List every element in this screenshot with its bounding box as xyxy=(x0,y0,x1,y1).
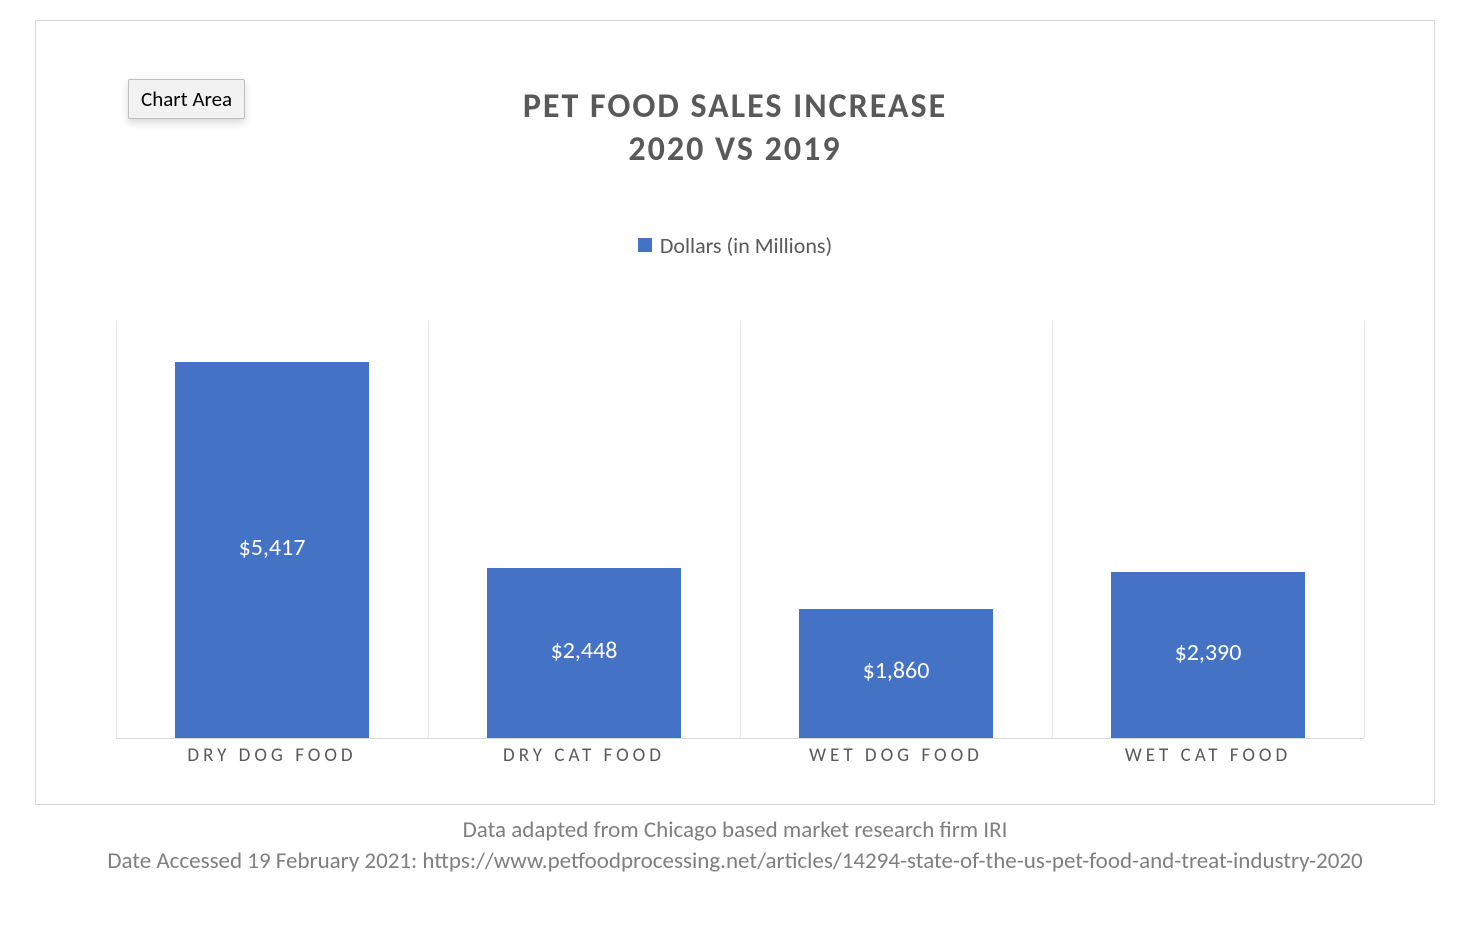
legend-swatch xyxy=(638,238,652,252)
bar-value-label: $5,417 xyxy=(175,533,368,562)
bar-slot: $1,860 xyxy=(740,321,1052,738)
bar-slot: $5,417 xyxy=(116,321,428,738)
bar-value-label: $2,390 xyxy=(1111,638,1304,667)
x-axis-label: DRY DOG FOOD xyxy=(116,744,428,767)
chart-title-line2: 2020 VS 2019 xyxy=(36,129,1434,172)
bar-value-label: $1,860 xyxy=(799,656,992,685)
chart-caption: Data adapted from Chicago based market r… xyxy=(35,815,1435,877)
chart-container: Chart Area PET FOOD SALES INCREASE 2020 … xyxy=(35,20,1435,805)
chart-title-line1: PET FOOD SALES INCREASE xyxy=(36,86,1434,129)
x-axis-label: WET CAT FOOD xyxy=(1052,744,1364,767)
bar-slot: $2,390 xyxy=(1052,321,1364,738)
chart-title: PET FOOD SALES INCREASE 2020 VS 2019 xyxy=(36,86,1434,171)
plot-area: $5,417 $2,448 $1,860 $2,390 xyxy=(116,321,1364,739)
x-axis: DRY DOG FOODDRY CAT FOODWET DOG FOODWET … xyxy=(116,744,1364,784)
bar-value-label: $2,448 xyxy=(487,636,680,665)
legend-item: Dollars (in Millions) xyxy=(638,232,832,259)
caption-line2: Date Accessed 19 February 2021: https://… xyxy=(35,846,1435,877)
bar: $5,417 xyxy=(175,362,368,738)
x-axis-label: WET DOG FOOD xyxy=(740,744,1052,767)
chart-legend: Dollars (in Millions) xyxy=(36,231,1434,259)
caption-line1: Data adapted from Chicago based market r… xyxy=(35,815,1435,846)
bar: $1,860 xyxy=(799,609,992,738)
bar-slot: $2,448 xyxy=(428,321,740,738)
gridline xyxy=(1364,321,1365,738)
legend-label: Dollars (in Millions) xyxy=(660,232,832,259)
bar: $2,390 xyxy=(1111,572,1304,738)
bar: $2,448 xyxy=(487,568,680,738)
x-axis-label: DRY CAT FOOD xyxy=(428,744,740,767)
